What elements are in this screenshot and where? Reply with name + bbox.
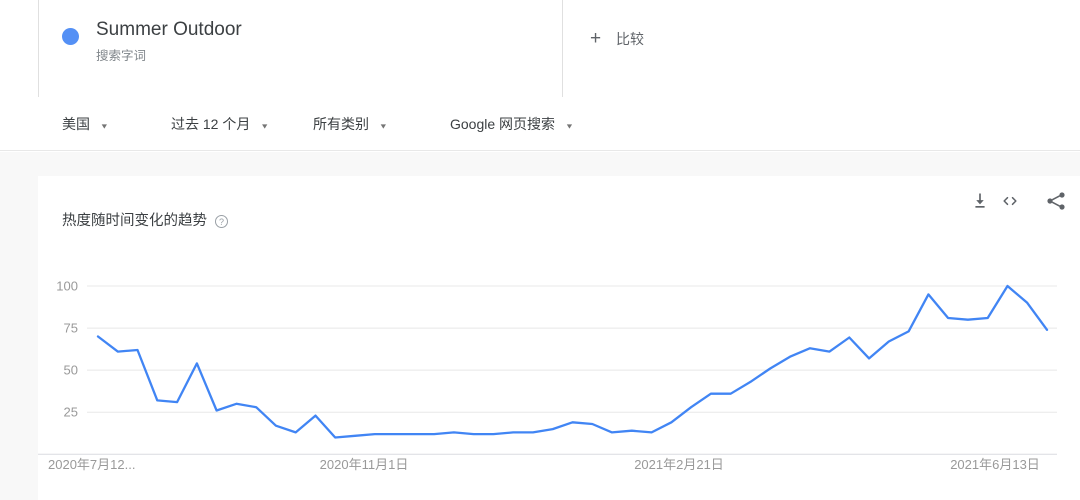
svg-text:2020年7月12...: 2020年7月12... [48, 457, 135, 472]
svg-text:25: 25 [64, 405, 78, 420]
svg-text:75: 75 [64, 321, 78, 336]
svg-text:100: 100 [56, 279, 78, 294]
svg-text:2021年2月21日: 2021年2月21日 [634, 457, 724, 472]
svg-text:2021年6月13日: 2021年6月13日 [950, 457, 1040, 472]
svg-text:50: 50 [64, 363, 78, 378]
svg-text:2020年11月1日: 2020年11月1日 [320, 457, 409, 472]
